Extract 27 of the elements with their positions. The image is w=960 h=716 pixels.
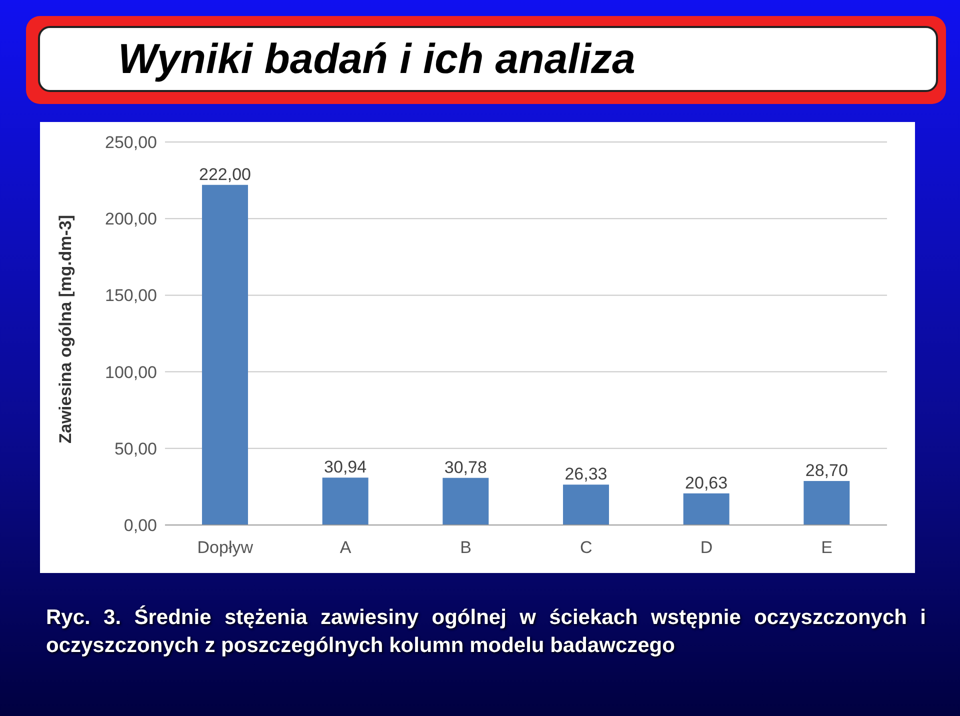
data-label: 26,33 (564, 464, 608, 484)
y-tick-label: 150,00 (105, 286, 157, 306)
data-label: 28,70 (805, 461, 848, 480)
x-tick-label: C (580, 538, 592, 558)
x-tick-label: E (821, 538, 833, 558)
data-label: 30,78 (444, 458, 487, 477)
data-label: 30,94 (324, 458, 367, 477)
bar (322, 478, 368, 525)
bar (804, 481, 850, 525)
y-tick-label: 200,00 (105, 210, 157, 229)
bar (683, 493, 730, 525)
bar (202, 184, 248, 525)
y-tick-label: 100,00 (105, 362, 157, 382)
x-tick-label: B (460, 538, 472, 558)
y-tick-label: 250,00 (105, 133, 157, 152)
x-tick-label: D (700, 538, 713, 558)
y-tick-label: 0,00 (124, 516, 157, 536)
text: Ryc. 3. Średnie stężenia zawiesiny ogólnej w ściekach wstępnie oczyszczonych i oczyszczonych z poszczególnych kolumn modelu badawczego (46, 604, 926, 659)
x-tick-label: Dopływ (197, 538, 254, 558)
y-axis-title: Zawiesina ogólna [mg.dm-3] (56, 214, 76, 444)
x-tick-label: A (340, 538, 352, 558)
data-label: 20,63 (685, 473, 728, 492)
bar (442, 478, 489, 525)
y-tick-label: 50,00 (114, 439, 157, 458)
chart-title: Wyniki badań i ich analiza (118, 35, 636, 83)
data-label: 222,00 (199, 164, 251, 184)
bar (563, 484, 609, 525)
